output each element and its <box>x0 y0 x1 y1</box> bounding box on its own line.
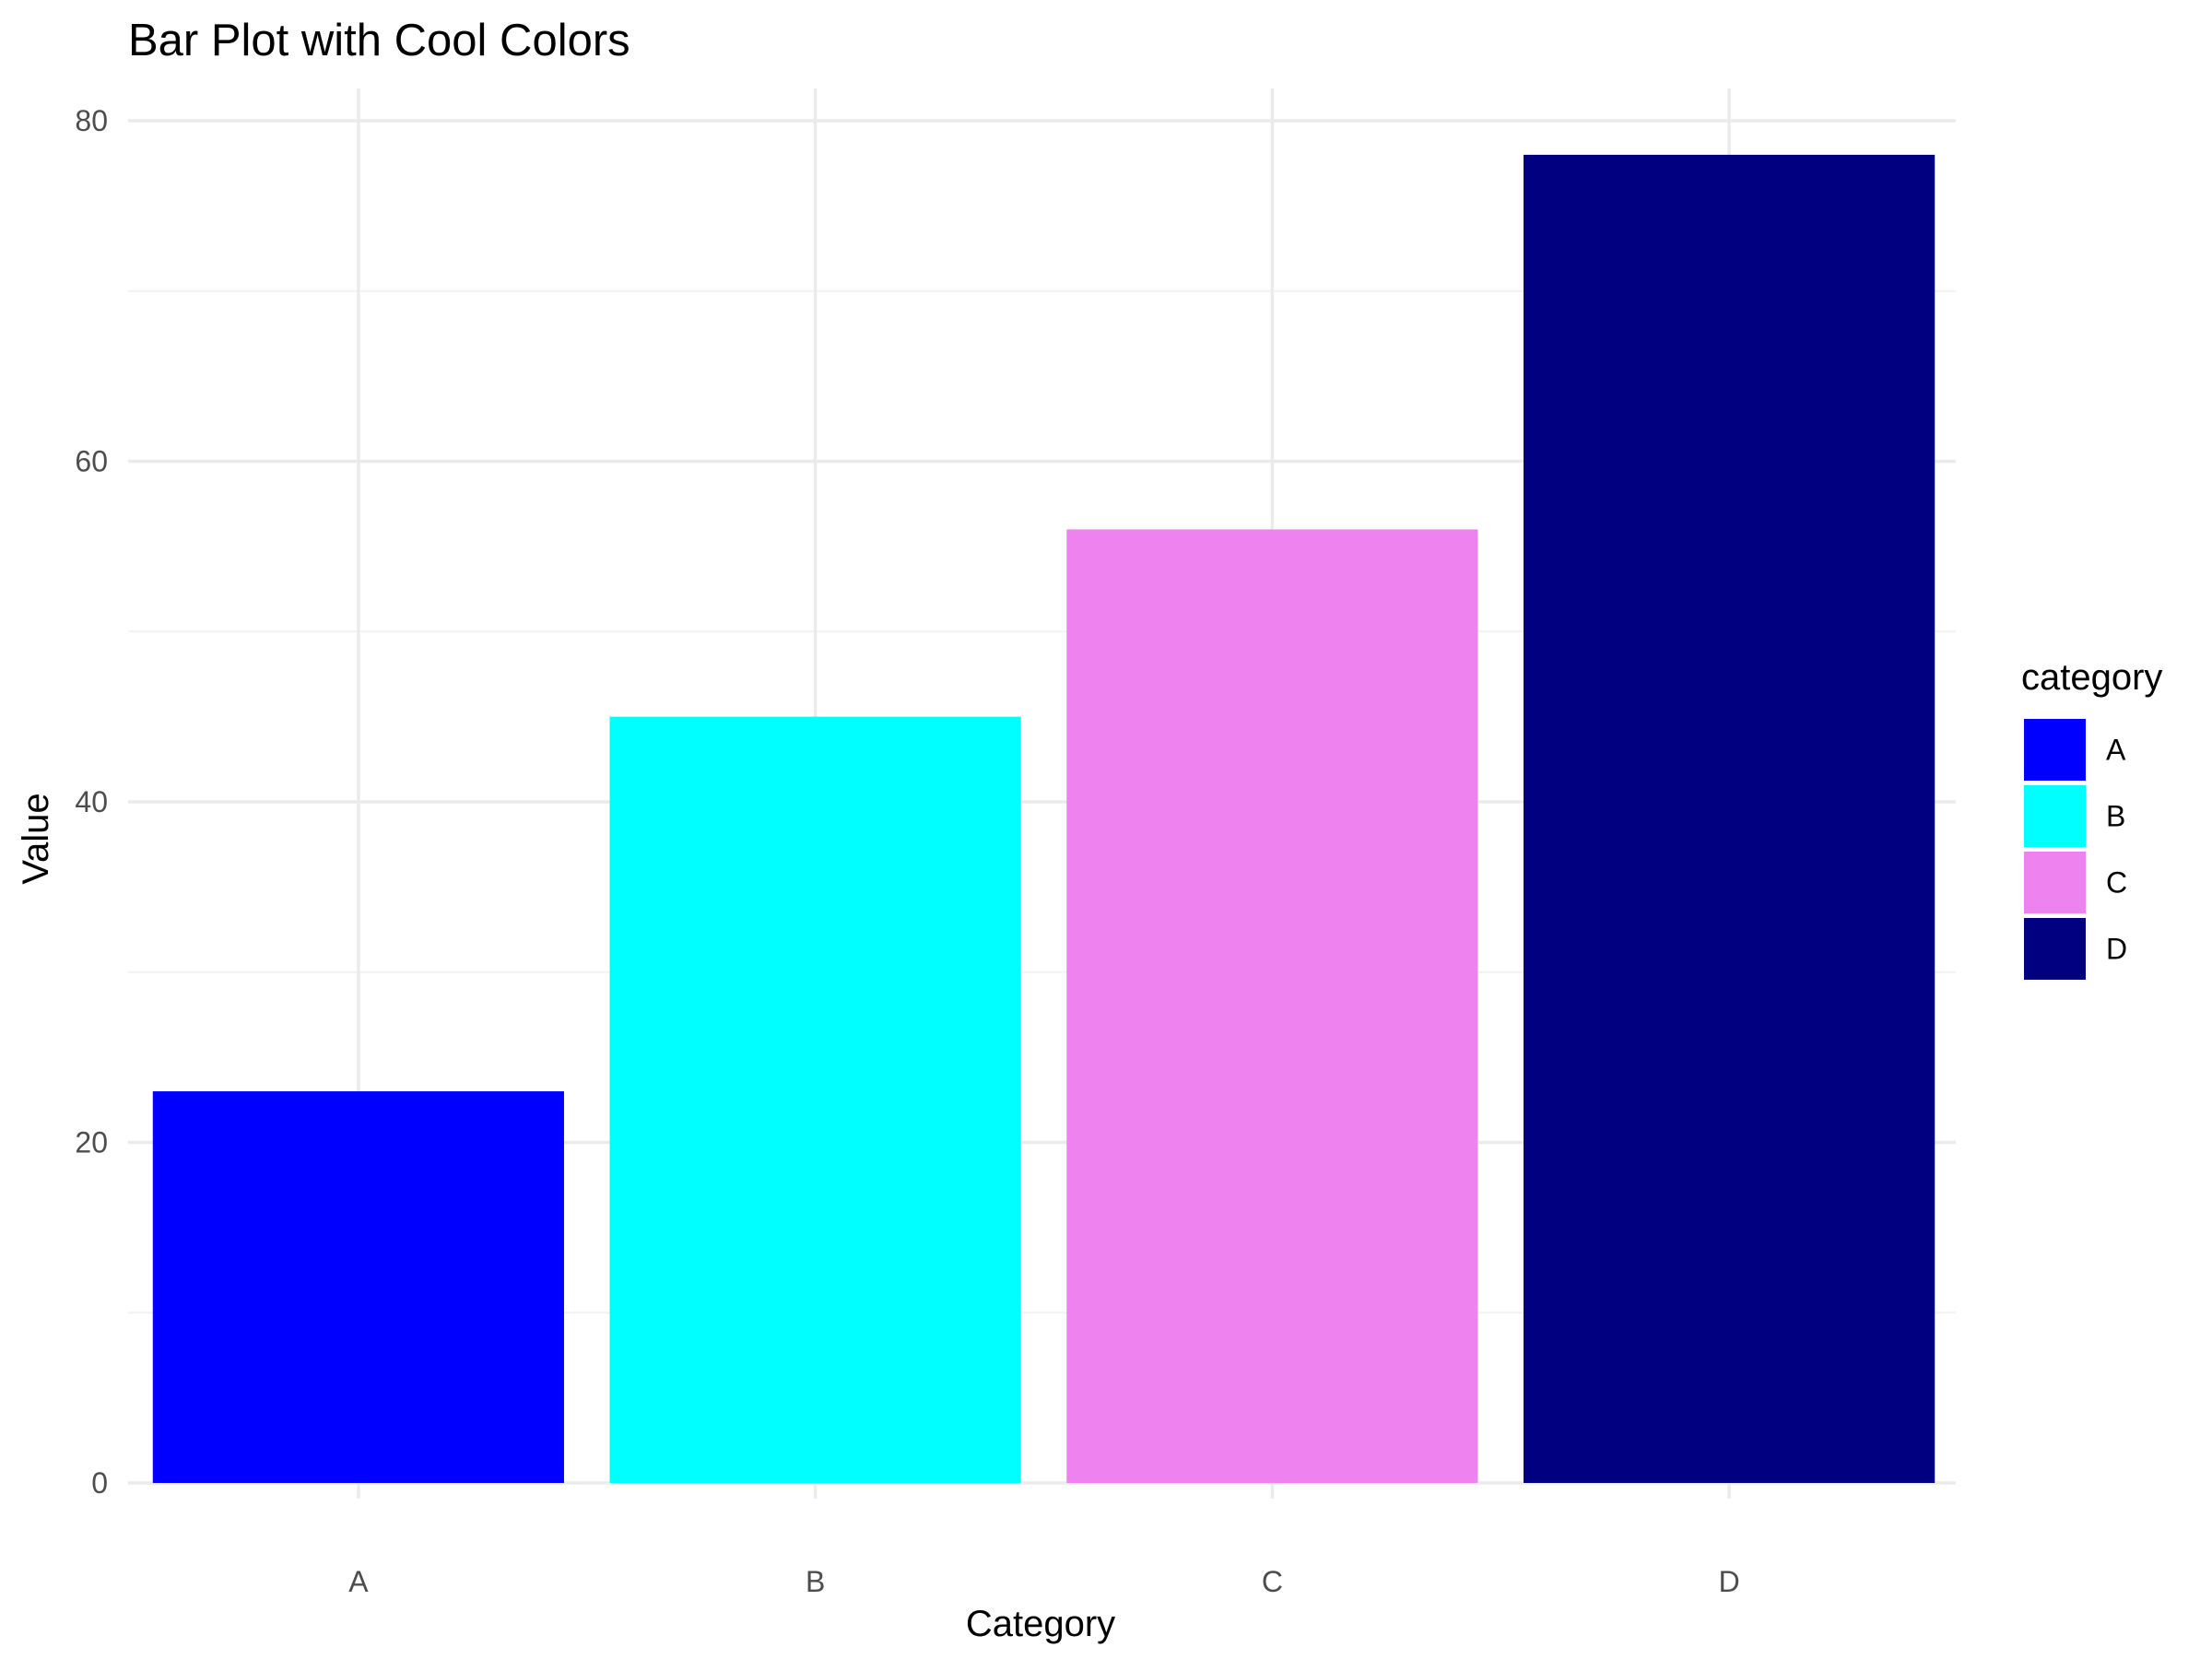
axis-ticks: 0 20 40 60 80 A B C D <box>75 104 1739 1598</box>
legend-key-b <box>2024 785 2086 847</box>
legend-label-d: D <box>2106 933 2127 966</box>
y-axis-title: Value <box>16 793 56 884</box>
x-tick-label: B <box>806 1565 825 1598</box>
y-tick-label: 40 <box>75 785 108 818</box>
y-tick-label: 80 <box>75 104 108 137</box>
legend-key-d <box>2024 918 2086 980</box>
chart-title: Bar Plot with Cool Colors <box>128 16 630 65</box>
bars <box>152 154 1936 1484</box>
legend-key-c <box>2024 852 2086 913</box>
y-tick-label: 0 <box>91 1466 108 1500</box>
y-tick-label: 20 <box>75 1126 108 1159</box>
y-tick-label: 60 <box>75 445 108 478</box>
legend-key-a <box>2024 719 2086 781</box>
legend-label-b: B <box>2106 800 2125 833</box>
x-tick-label: D <box>1719 1565 1740 1598</box>
bar-b <box>609 716 1021 1483</box>
bar-c <box>1066 529 1478 1483</box>
legend-label-a: A <box>2106 734 2126 767</box>
x-tick-label: A <box>348 1565 369 1598</box>
x-axis-title: Category <box>966 1604 1115 1644</box>
x-tick-label: C <box>1262 1565 1283 1598</box>
bar-a <box>152 1091 564 1483</box>
legend-title: category <box>2021 657 2162 698</box>
bar-d <box>1524 154 1936 1484</box>
legend-label-c: C <box>2106 866 2127 900</box>
